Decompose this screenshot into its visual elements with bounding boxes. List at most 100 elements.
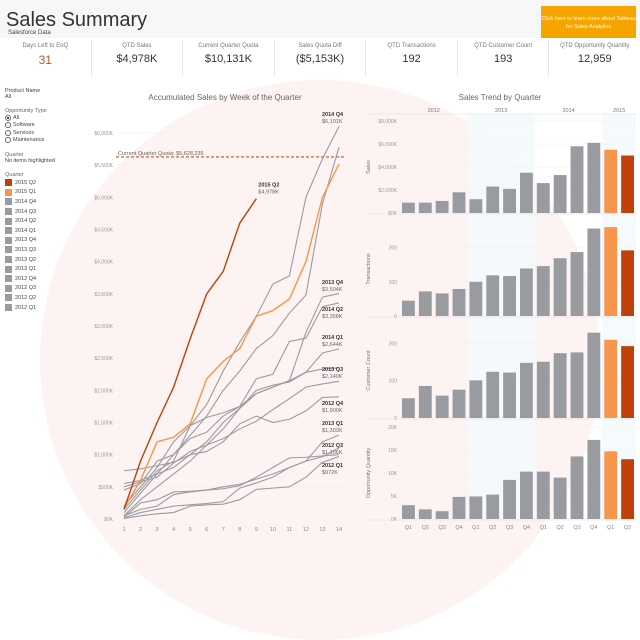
highlight-value[interactable]: No items highlighted [5, 158, 55, 164]
y-tick-label: $3,000K [94, 324, 113, 330]
legend-item[interactable]: 2012 Q2 [5, 293, 90, 303]
kpi-label: QTD Transactions [387, 43, 436, 49]
bar [469, 281, 483, 316]
x-tick-label: 12 [303, 527, 309, 533]
y-tick-label: $1,000K [94, 453, 113, 459]
series-name-label: 2012 Q3 [322, 443, 343, 449]
radio-icon[interactable] [5, 114, 11, 121]
header: Sales Summary Salesforce Data Click here… [0, 0, 640, 38]
quarter-tick-label: Q3 [506, 525, 513, 531]
quarter-tick-label: Q2 [556, 525, 563, 531]
legend-swatch [5, 198, 12, 206]
series-line-2014-q1 [123, 348, 340, 517]
page-subtitle: Salesforce Data [8, 30, 51, 36]
bar [402, 398, 415, 418]
y-tick-label: $8,000K [378, 119, 397, 125]
kpi-card: QTD Transactions 192 [365, 40, 457, 76]
legend-item[interactable]: 2013 Q2 [5, 255, 90, 265]
legend-item[interactable]: 2015 Q1 [5, 188, 90, 198]
y-tick-label: 200 [389, 246, 398, 252]
radio-option[interactable]: Maintenance [5, 137, 90, 145]
y-tick-label: $500K [99, 485, 114, 491]
series-value-label: $1,106K [322, 450, 343, 456]
series-line-2012-q3 [123, 447, 340, 519]
y-tick-label: 20K [388, 425, 398, 431]
kpi-card: QTD Customer Count 193 [456, 40, 549, 76]
series-line-2015-q2 [123, 198, 257, 510]
series-value-label: $1,900K [322, 408, 343, 414]
series-name-label: 2015 Q2 [258, 183, 279, 189]
radio-icon[interactable] [5, 129, 11, 136]
page-title: Sales Summary [6, 9, 148, 31]
legend-item[interactable]: 2013 Q4 [5, 236, 90, 246]
bar [587, 228, 601, 316]
opportunity-type-radio-group: All Software Services Maintenance [5, 114, 90, 144]
radio-icon[interactable] [5, 122, 11, 129]
charts: Accumulated Sales by Week of the Quarter… [94, 93, 636, 533]
series-name-label: 2012 Q4 [322, 401, 344, 407]
bar [570, 456, 584, 519]
legend-swatch [5, 275, 12, 283]
product-filter-value[interactable]: All [5, 94, 12, 100]
legend-item[interactable]: 2014 Q4 [5, 197, 90, 207]
y-tick-label: $4,500K [94, 228, 113, 234]
x-tick-label: 6 [205, 527, 208, 533]
bar [486, 186, 500, 213]
series-line-2012-q2 [123, 454, 340, 517]
series-value-label: $4,978K [258, 190, 279, 196]
learn-more-button[interactable]: Click here to learn more about Tableau f… [541, 6, 636, 38]
legend-item[interactable]: 2012 Q4 [5, 274, 90, 284]
legend-label: 2014 Q3 [15, 208, 37, 215]
legend-swatch [5, 217, 12, 225]
series-value-label: $2,644K [322, 342, 343, 348]
kpi-value: ($5,153K) [295, 53, 345, 65]
bar [452, 496, 466, 519]
bar [604, 149, 618, 213]
bar [536, 361, 550, 418]
radio-option[interactable]: All [5, 114, 90, 122]
radio-option[interactable]: Services [5, 129, 90, 137]
legend-item[interactable]: 2013 Q3 [5, 245, 90, 255]
bar [553, 353, 567, 418]
bar [536, 471, 550, 519]
radio-icon[interactable] [5, 137, 11, 144]
panel-y-label: Customer Count [366, 350, 372, 391]
kpi-card: Days Left to EoQ 31 [0, 40, 91, 76]
quarter-tick-label: Q1 [472, 525, 479, 531]
series-line-2012-q1 [123, 455, 340, 519]
bar [418, 202, 432, 213]
bar [621, 459, 634, 519]
legend-swatch [5, 256, 12, 264]
legend-item[interactable]: 2014 Q2 [5, 216, 90, 226]
y-tick-label: $1,500K [94, 421, 113, 427]
radio-option[interactable]: Software [5, 122, 90, 130]
legend-item[interactable]: 2012 Q3 [5, 284, 90, 294]
series-line-2015-q1 [123, 163, 340, 509]
series-name-label: 2014 Q1 [322, 335, 343, 341]
legend-item[interactable]: 2014 Q3 [5, 207, 90, 217]
x-tick-label: 3 [156, 527, 159, 533]
quota-label: Current Quarter Quota: $5,628,235 [118, 151, 204, 157]
x-tick-label: 1 [122, 527, 125, 533]
bar [452, 389, 466, 418]
legend-label: 2014 Q2 [15, 218, 37, 225]
y-tick-label: $6,000K [94, 131, 113, 137]
series-value-label: $6,101K [322, 119, 343, 125]
series-line-2013-q4 [123, 293, 340, 485]
bar [503, 188, 516, 213]
x-tick-label: 14 [336, 527, 342, 533]
legend-label: 2012 Q1 [15, 304, 37, 311]
y-tick-label: $2,000K [378, 188, 397, 194]
legend-swatch [5, 227, 12, 235]
legend-label: 2012 Q4 [15, 275, 37, 282]
series-value-label: $1,303K [322, 428, 343, 434]
legend-item[interactable]: 2013 Q1 [5, 264, 90, 274]
quarter-tick-label: Q1 [405, 525, 412, 531]
year-header: 2014 [562, 108, 574, 114]
bar [503, 479, 516, 519]
bar [520, 172, 533, 213]
legend-item[interactable]: 2012 Q1 [5, 303, 90, 313]
legend-item[interactable]: 2015 Q2 [5, 178, 90, 188]
legend-item[interactable]: 2014 Q1 [5, 226, 90, 236]
kpi-label: Current Quarter Quota [198, 43, 259, 49]
